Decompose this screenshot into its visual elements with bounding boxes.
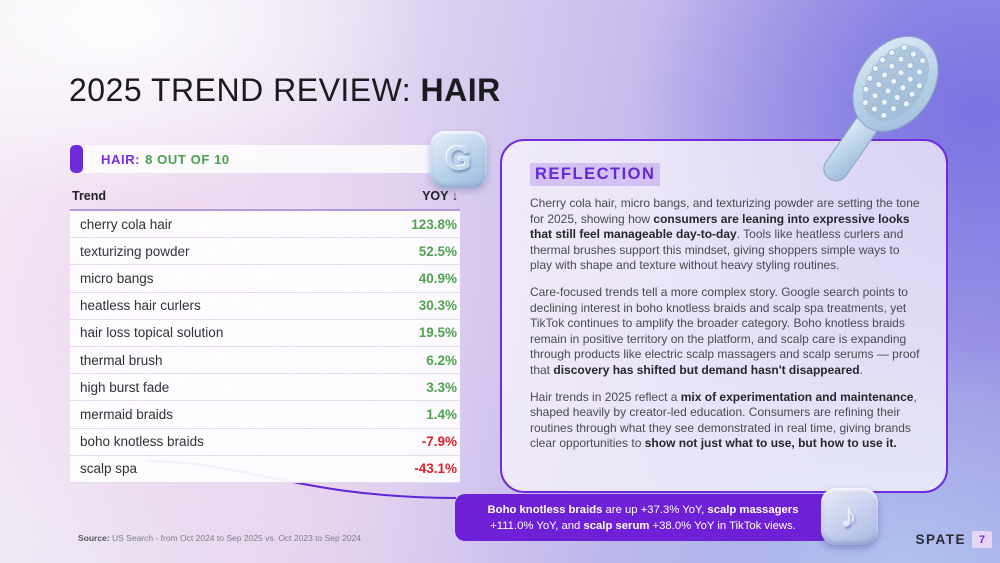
trend-name: mermaid braids bbox=[80, 406, 174, 422]
score-value-label: 8 OUT OF 10 bbox=[145, 151, 230, 167]
trend-yoy-value: -43.1% bbox=[414, 461, 457, 477]
trend-table-rows: cherry cola hair 123.8% texturizing powder… bbox=[70, 211, 460, 483]
trend-name: texturizing powder bbox=[80, 243, 190, 259]
table-row: high burst fade 3.3% bbox=[70, 374, 460, 402]
trend-yoy-value: -7.9% bbox=[421, 434, 457, 450]
table-row: scalp spa -43.1% bbox=[70, 455, 460, 483]
trend-name: cherry cola hair bbox=[80, 216, 173, 232]
table-row: heatless hair curlers 30.3% bbox=[70, 292, 460, 320]
trend-name: heatless hair curlers bbox=[80, 298, 201, 314]
trend-yoy-value: 6.2% bbox=[426, 352, 457, 368]
reflection-paragraph-2: Care-focused trends tell a more complex … bbox=[530, 284, 920, 377]
trend-table-header: Trend YOY ↓ bbox=[70, 183, 460, 211]
table-row: boho knotless braids -7.9% bbox=[70, 428, 460, 456]
reflection-panel: REFLECTION Cherry cola hair, micro bangs… bbox=[500, 139, 948, 493]
table-row: mermaid braids 1.4% bbox=[70, 401, 460, 429]
source-note: Source: US Search - from Oct 2024 to Sep… bbox=[78, 533, 361, 543]
source-label: Source: bbox=[78, 533, 110, 543]
footer-brand-area: SPATE 7 bbox=[915, 531, 992, 548]
brush-bristles bbox=[861, 44, 927, 119]
trend-yoy-value: 123.8% bbox=[411, 216, 457, 232]
reflection-heading: REFLECTION bbox=[530, 163, 661, 186]
page-title: 2025 TREND REVIEW: HAIR bbox=[69, 72, 501, 109]
score-bar-accent bbox=[70, 145, 83, 173]
spate-logo: SPATE bbox=[915, 532, 966, 547]
brush-pad bbox=[862, 45, 929, 121]
table-row: micro bangs 40.9% bbox=[70, 265, 460, 293]
trend-name: hair loss topical solution bbox=[80, 325, 224, 341]
trend-name: boho knotless braids bbox=[80, 434, 204, 450]
table-row: thermal brush 6.2% bbox=[70, 346, 460, 375]
table-row: texturizing powder 52.5% bbox=[70, 238, 460, 266]
trend-name: thermal brush bbox=[80, 352, 163, 368]
brush-head bbox=[852, 35, 939, 132]
trend-yoy-value: 52.5% bbox=[418, 243, 457, 259]
score-bar-text: HAIR: 8 OUT OF 10 bbox=[101, 152, 230, 167]
score-bar: HAIR: 8 OUT OF 10 bbox=[70, 145, 456, 173]
page-title-highlight: HAIR bbox=[420, 72, 501, 108]
callout-text: Boho knotless braids are up +37.3% YoY, … bbox=[487, 503, 799, 532]
trend-yoy-value: 30.3% bbox=[418, 298, 457, 314]
trend-name: high burst fade bbox=[80, 379, 170, 395]
trend-table: Trend YOY ↓ cherry cola hair 123.8% textur… bbox=[70, 183, 460, 483]
reflection-paragraph-1: Cherry cola hair, micro bangs, and textu… bbox=[530, 196, 920, 273]
table-row: cherry cola hair 123.8% bbox=[70, 211, 460, 239]
trend-yoy-value: 40.9% bbox=[418, 270, 457, 286]
source-text: US Search - from Oct 2024 to Sep 2025 vs… bbox=[109, 533, 362, 543]
table-row: hair loss topical solution 19.5% bbox=[70, 319, 460, 347]
trend-yoy-value: 1.4% bbox=[426, 406, 457, 422]
google-g-3d-icon: G bbox=[430, 131, 487, 188]
trend-name: micro bangs bbox=[80, 270, 154, 286]
yoy-column-header: YOY ↓ bbox=[422, 189, 458, 203]
reflection-paragraph-3: Hair trends in 2025 reflect a mix of exp… bbox=[530, 389, 917, 451]
tiktok-3d-icon: ♪ bbox=[821, 488, 878, 545]
score-category-label: HAIR: bbox=[101, 151, 141, 167]
page-number-badge: 7 bbox=[972, 531, 992, 548]
trend-yoy-value: 3.3% bbox=[426, 379, 457, 395]
trend-yoy-value: 19.5% bbox=[418, 325, 457, 341]
tiktok-stats-callout: Boho knotless braids are up +37.3% YoY, … bbox=[455, 494, 831, 541]
google-g-glyph: G bbox=[445, 140, 472, 178]
tiktok-note-glyph: ♪ bbox=[841, 498, 858, 534]
page-title-prefix: 2025 TREND REVIEW: bbox=[69, 72, 421, 108]
trend-column-header: Trend bbox=[72, 189, 107, 203]
trend-name: scalp spa bbox=[80, 461, 138, 477]
